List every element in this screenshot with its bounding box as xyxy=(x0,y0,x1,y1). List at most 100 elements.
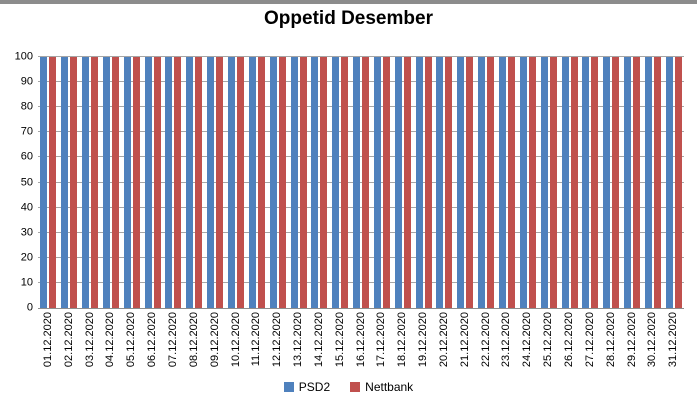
bar-psd2 xyxy=(540,57,548,308)
bar-psd2 xyxy=(165,57,173,308)
x-tick-label: 11.12.2020 xyxy=(250,312,263,367)
x-tick-cell: 16.12.2020 xyxy=(351,312,372,374)
bar-nettbank xyxy=(216,57,224,308)
bar-psd2 xyxy=(498,57,506,308)
legend-swatch-nettbank xyxy=(350,382,361,392)
bar-nettbank xyxy=(403,57,411,308)
bar-group xyxy=(559,57,580,308)
bar-group xyxy=(538,57,559,308)
x-axis: 01.12.2020 02.12.2020 03.12.2020 04.12.2020… xyxy=(38,312,684,374)
gridline xyxy=(38,106,684,108)
x-tick-cell: 19.12.2020 xyxy=(413,312,434,374)
bar-group xyxy=(38,57,59,308)
gridline xyxy=(38,56,684,57)
bar-psd2 xyxy=(40,57,48,308)
bar-group xyxy=(517,57,538,308)
bar-nettbank xyxy=(570,57,578,308)
bar-psd2 xyxy=(186,57,194,308)
bar-group xyxy=(163,57,184,308)
bar-group xyxy=(59,57,80,308)
gridline xyxy=(38,81,684,83)
bar-nettbank xyxy=(362,57,370,308)
bar-psd2 xyxy=(82,57,90,308)
bar-group xyxy=(330,57,351,308)
x-tick-cell: 28.12.2020 xyxy=(601,312,622,374)
x-tick-cell: 24.12.2020 xyxy=(517,312,538,374)
bar-nettbank xyxy=(132,57,140,308)
legend-label: PSD2 xyxy=(298,380,331,394)
bar-psd2 xyxy=(436,57,444,308)
x-tick-label: 10.12.2020 xyxy=(229,312,242,368)
x-tick-cell: 14.12.2020 xyxy=(309,312,330,374)
x-tick-label: 08.12.2020 xyxy=(187,312,200,368)
x-tick-cell: 08.12.2020 xyxy=(184,312,205,374)
x-tick-label: 18.12.2020 xyxy=(396,312,409,368)
gridline xyxy=(38,206,684,208)
bar-group xyxy=(246,57,267,308)
x-tick-cell: 06.12.2020 xyxy=(142,312,163,374)
bar-psd2 xyxy=(644,57,652,308)
bar-nettbank xyxy=(549,57,557,308)
x-tick-cell: 12.12.2020 xyxy=(267,312,288,374)
x-tick-label: 28.12.2020 xyxy=(604,312,617,368)
gridline xyxy=(38,281,684,283)
x-tick-label: 30.12.2020 xyxy=(646,312,659,368)
x-tick-label: 29.12.2020 xyxy=(625,312,638,368)
bar-psd2 xyxy=(290,57,298,308)
bar-nettbank xyxy=(528,57,536,308)
y-tick-label: 0 xyxy=(26,301,33,314)
x-tick-label: 19.12.2020 xyxy=(417,312,430,368)
x-tick-label: 20.12.2020 xyxy=(437,312,450,368)
bar-nettbank xyxy=(195,57,203,308)
x-tick-label: 17.12.2020 xyxy=(375,312,388,368)
x-tick-cell: 15.12.2020 xyxy=(330,312,351,374)
x-tick-label: 02.12.2020 xyxy=(62,312,75,368)
x-tick-cell: 21.12.2020 xyxy=(455,312,476,374)
legend: PSD2 Nettbank xyxy=(0,380,697,394)
legend-item-psd2: PSD2 xyxy=(283,380,331,394)
gridline xyxy=(38,256,684,258)
bar-group xyxy=(309,57,330,308)
bar-psd2 xyxy=(624,57,632,308)
bar-nettbank xyxy=(445,57,453,308)
bar-nettbank xyxy=(278,57,286,308)
y-tick-label: 100 xyxy=(14,50,33,63)
x-tick-cell: 31.12.2020 xyxy=(663,312,684,374)
bar-psd2 xyxy=(248,57,256,308)
gridline xyxy=(38,181,684,183)
x-tick-cell: 25.12.2020 xyxy=(538,312,559,374)
bar-group xyxy=(121,57,142,308)
bar-psd2 xyxy=(311,57,319,308)
legend-swatch-psd2 xyxy=(283,382,294,392)
bar-group xyxy=(101,57,122,308)
y-axis: 0 10 20 30 40 50 60 70 80 90 100 xyxy=(0,51,33,313)
y-tick-label: 90 xyxy=(20,75,33,88)
bar-group xyxy=(226,57,247,308)
x-tick-cell: 02.12.2020 xyxy=(59,312,80,374)
bar-psd2 xyxy=(519,57,527,308)
bar-group xyxy=(580,57,601,308)
bar-group xyxy=(663,57,684,308)
bar-group xyxy=(142,57,163,308)
x-tick-label: 03.12.2020 xyxy=(83,312,96,368)
bar-nettbank xyxy=(653,57,661,308)
x-tick-cell: 20.12.2020 xyxy=(434,312,455,374)
x-tick-label: 22.12.2020 xyxy=(479,312,492,368)
x-tick-label: 15.12.2020 xyxy=(333,312,346,368)
bar-group xyxy=(267,57,288,308)
x-tick-label: 01.12.2020 xyxy=(41,312,54,368)
bar-nettbank xyxy=(674,57,682,308)
bar-psd2 xyxy=(603,57,611,308)
y-tick-label: 30 xyxy=(20,226,33,239)
y-tick-label: 60 xyxy=(20,150,33,163)
plot-area xyxy=(38,56,684,309)
gridline xyxy=(38,156,684,158)
x-tick-cell: 22.12.2020 xyxy=(476,312,497,374)
bar-group xyxy=(80,57,101,308)
bar-group xyxy=(184,57,205,308)
x-tick-cell: 05.12.2020 xyxy=(121,312,142,374)
x-tick-cell: 17.12.2020 xyxy=(372,312,393,374)
bar-group xyxy=(288,57,309,308)
x-tick-label: 05.12.2020 xyxy=(125,312,138,368)
bar-nettbank xyxy=(70,57,78,308)
